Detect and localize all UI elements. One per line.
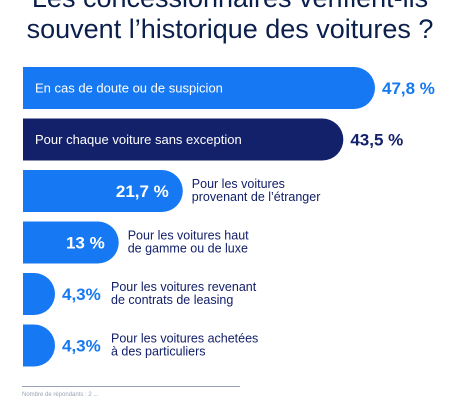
footer-divider <box>22 386 240 387</box>
bar-value-1: 47,8 % <box>382 79 435 98</box>
footnote: Nombre de répondants : 2 ... <box>22 392 99 398</box>
bar-3 <box>23 170 183 212</box>
bar-label-2: Pour chaque voiture sans exception <box>35 132 242 147</box>
bar-4 <box>23 221 119 264</box>
bar-1 <box>23 67 375 109</box>
bar-label-6-line-1: Pour les voitures achetées <box>111 332 258 346</box>
chart-title-line-2: souvent l’historique des voitures ? <box>26 14 434 44</box>
bar-value-4: 13 % <box>66 234 105 253</box>
bar-label-3-line-1: Pour les voitures <box>192 177 285 191</box>
bar-5 <box>23 273 55 315</box>
bar-label-4-line-2: de gamme ou de luxe <box>128 242 248 256</box>
bar-2 <box>23 118 344 161</box>
bar-value-5: 4,3% <box>62 285 101 304</box>
bar-6 <box>23 324 55 367</box>
chart-title-line-1: Les concessionnaires vérifient-ils <box>0 0 460 13</box>
bar-value-6: 4,3% <box>62 337 101 356</box>
bar-value-3: 21,7 % <box>116 182 169 201</box>
bar-label-4-line-1: Pour les voitures haut <box>128 229 249 243</box>
bar-label-5-line-1: Pour les voitures revenant <box>111 280 257 294</box>
bar-label-6-line-2: à des particuliers <box>111 345 206 359</box>
bar-label-1: En cas de doute ou de suspicion <box>35 81 223 96</box>
bar-label-5-line-2: de contrats de leasing <box>111 293 233 307</box>
bar-label-3-line-2: provenant de l’étranger <box>192 190 321 204</box>
bar-value-2: 43,5 % <box>350 131 403 150</box>
